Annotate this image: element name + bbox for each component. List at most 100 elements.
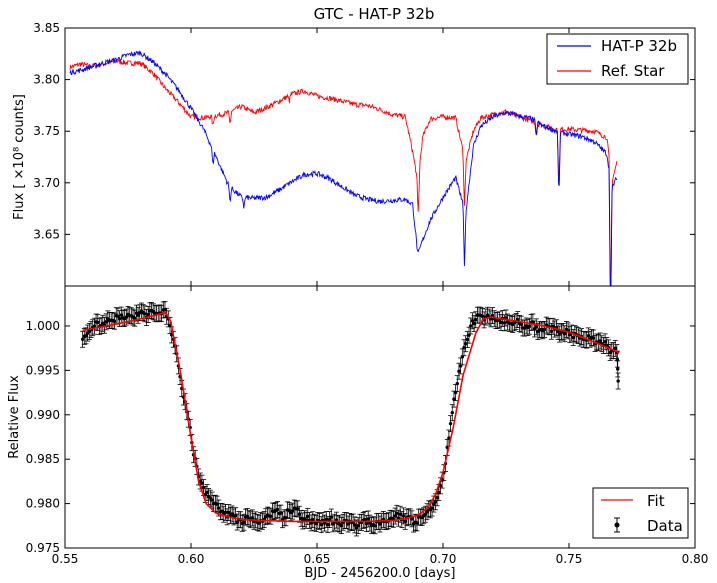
data-marker xyxy=(297,512,302,516)
data-marker xyxy=(339,523,344,528)
data-marker xyxy=(534,325,538,329)
top-ytick-label: 3.80 xyxy=(33,73,60,87)
data-marker xyxy=(146,312,150,317)
data-point xyxy=(135,306,141,324)
data-marker xyxy=(233,513,238,518)
data-marker xyxy=(299,516,303,521)
data-marker xyxy=(290,509,295,513)
bottom-ytick-label: 0.975 xyxy=(26,541,60,555)
data-marker xyxy=(502,321,507,325)
data-point xyxy=(558,323,564,341)
bottom-xtick-label: 0.65 xyxy=(304,552,331,566)
data-marker xyxy=(227,510,231,515)
top-ylabel: Flux [ ×10⁸ counts] xyxy=(12,94,27,220)
bottom-ytick-label: 1.000 xyxy=(26,319,60,333)
data-marker xyxy=(269,514,273,518)
data-marker xyxy=(591,336,596,340)
series-ref-star-line xyxy=(69,57,618,286)
data-point-dense xyxy=(142,305,148,323)
data-marker xyxy=(119,313,123,317)
data-point xyxy=(508,314,514,332)
data-marker xyxy=(499,320,503,325)
data-point-dense xyxy=(454,375,460,393)
data-marker xyxy=(217,506,221,510)
data-point xyxy=(478,306,484,324)
top-legend: HAT-P 32b Ref. Star xyxy=(546,33,689,85)
data-point-dense xyxy=(275,501,281,518)
data-marker xyxy=(395,511,399,516)
data-marker xyxy=(116,314,120,318)
top-series xyxy=(69,50,618,286)
bottom-xtick-label: 0.55 xyxy=(52,552,79,566)
data-marker xyxy=(398,512,402,516)
data-point xyxy=(548,322,554,340)
bottom-ytick-label: 0.990 xyxy=(26,408,60,422)
data-point xyxy=(533,318,539,336)
legend-fit-label: Fit xyxy=(647,492,665,510)
data-point-dense xyxy=(234,513,240,531)
bottom-legend: Fit Data xyxy=(592,487,689,539)
data-point-dense xyxy=(585,327,591,345)
data-marker xyxy=(96,320,100,325)
bottom-ticks: 0.975 0.980 0.985 0.990 0.995 1.000 0.55 0.60 0.… xyxy=(26,286,709,566)
bottom-xtick-label: 0.75 xyxy=(556,552,583,566)
data-marker xyxy=(415,521,419,525)
data-point xyxy=(584,331,590,349)
data-marker xyxy=(448,421,453,426)
data-marker xyxy=(463,342,468,346)
top-ticks: 3.65 3.70 3.75 3.80 3.85 xyxy=(33,21,696,286)
bottom-xtick-label: 0.80 xyxy=(682,552,709,566)
data-marker xyxy=(527,324,532,328)
data-marker xyxy=(556,329,560,334)
data-marker xyxy=(311,517,315,522)
data-marker xyxy=(133,316,137,320)
data-point xyxy=(362,511,368,528)
data-marker xyxy=(200,481,204,485)
data-marker xyxy=(549,329,554,333)
data-marker xyxy=(215,502,219,506)
data-point xyxy=(145,306,151,323)
data-marker xyxy=(223,510,228,515)
bottom-ytick-label: 0.980 xyxy=(26,497,60,511)
data-marker xyxy=(117,316,122,321)
bottom-ytick-label: 0.995 xyxy=(26,363,60,377)
data-point-dense xyxy=(364,515,370,533)
bottom-ylabel: Relative Flux xyxy=(7,375,22,459)
bottom-xlabel: BJD - 2456200.0 [days] xyxy=(305,566,456,581)
data-marker xyxy=(326,522,330,527)
data-marker xyxy=(571,335,575,340)
data-point-dense xyxy=(249,509,255,527)
data-marker xyxy=(613,346,617,351)
data-marker xyxy=(275,507,280,512)
data-marker xyxy=(469,324,473,328)
data-marker xyxy=(423,512,428,516)
data-marker xyxy=(470,319,475,323)
data-marker xyxy=(465,337,470,342)
data-point-dense xyxy=(290,502,296,520)
data-point xyxy=(85,324,91,342)
data-point-dense xyxy=(122,310,128,327)
data-marker xyxy=(210,498,214,502)
legend-hatp-label: HAT-P 32b xyxy=(601,37,677,55)
data-marker xyxy=(435,496,439,500)
series-fit-line xyxy=(82,311,620,523)
data-marker xyxy=(447,436,451,440)
data-marker xyxy=(455,381,459,386)
legend-data-marker xyxy=(614,517,620,533)
data-point-dense xyxy=(133,304,139,322)
data-point-dense xyxy=(355,517,361,535)
data-marker xyxy=(401,514,406,518)
data-marker xyxy=(474,318,478,322)
data-marker xyxy=(437,490,441,495)
data-marker xyxy=(586,334,591,338)
data-marker xyxy=(480,314,485,318)
bottom-xtick-label: 0.70 xyxy=(430,552,457,566)
top-panel: 3.65 3.70 3.75 3.80 3.85 Flux [ ×10⁸ counts]… xyxy=(12,21,696,287)
data-point-dense xyxy=(338,517,344,534)
data-marker xyxy=(450,410,454,415)
data-marker xyxy=(327,517,332,522)
data-marker xyxy=(438,484,443,488)
data-marker xyxy=(306,514,310,519)
data-marker xyxy=(425,510,429,514)
